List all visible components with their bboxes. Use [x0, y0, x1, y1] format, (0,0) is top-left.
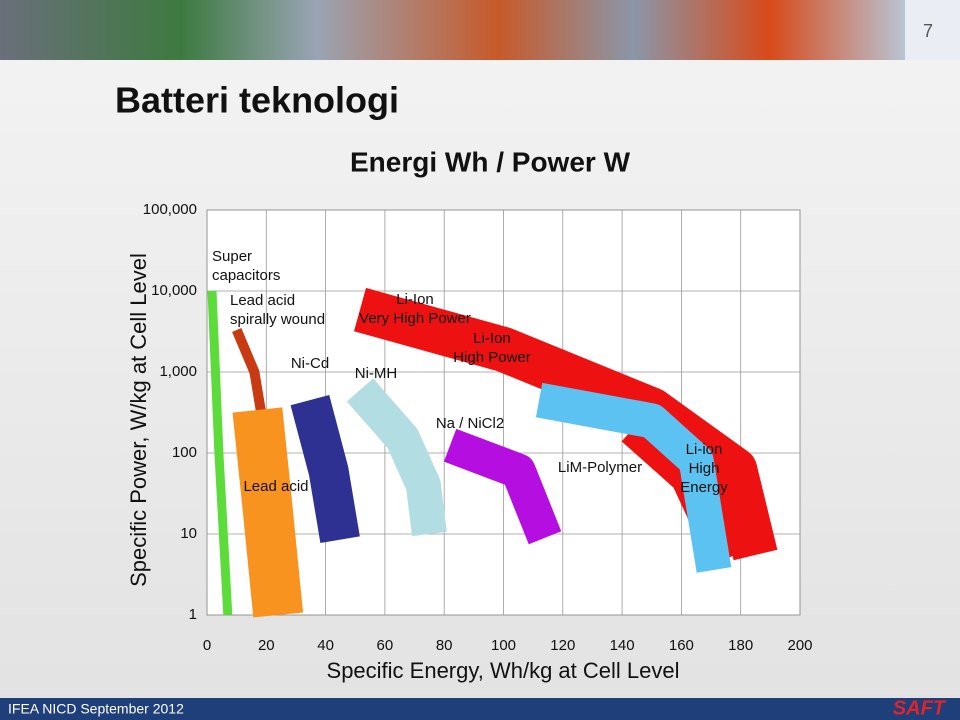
y-tick-label: 100,000	[143, 201, 197, 218]
x-tick-label: 100	[491, 637, 516, 654]
y-axis-label: Specific Power, W/kg at Cell Level	[126, 253, 151, 587]
region	[443, 428, 562, 545]
region-label: Lead acid	[230, 292, 295, 309]
region-label: spirally wound	[230, 311, 325, 328]
region-label: Li-Ion	[396, 291, 434, 308]
x-axis-label: Specific Energy, Wh/kg at Cell Level	[327, 658, 680, 683]
footer-bar	[0, 698, 960, 720]
region-label: High Power	[453, 349, 531, 366]
region	[232, 407, 304, 618]
region-label: Very High Power	[359, 310, 471, 327]
y-tick-label: 10	[180, 525, 197, 542]
header-image	[0, 0, 905, 60]
region-label: Ni-MH	[355, 365, 398, 382]
region-label: Super	[212, 248, 252, 265]
y-tick-label: 1,000	[159, 363, 197, 380]
region-label: High	[689, 460, 720, 477]
x-tick-label: 200	[787, 637, 812, 654]
region	[535, 382, 732, 573]
region	[346, 378, 447, 537]
page-number: 7	[923, 21, 933, 41]
footer-text: IFEA NICD September 2012	[8, 701, 184, 717]
region-label: Lead acid	[243, 478, 308, 495]
slide-title: Batteri teknologi	[115, 80, 399, 121]
x-tick-label: 140	[610, 637, 635, 654]
y-tick-label: 10,000	[151, 282, 197, 299]
region-label: Li-ion	[686, 441, 723, 458]
logo: SAFT	[893, 697, 947, 719]
x-tick-label: 160	[669, 637, 694, 654]
chart-title: Energi Wh / Power W	[350, 146, 631, 177]
x-tick-label: 80	[436, 637, 453, 654]
region-label: Li-Ion	[473, 330, 511, 347]
plot: 0 20 40 60 80 100 120 140 160 180 200 1 10 100 1,000 10…	[143, 201, 813, 654]
y-tick-label: 100	[172, 444, 197, 461]
x-tick-label: 120	[550, 637, 575, 654]
region-label: Ni-Cd	[291, 355, 329, 372]
region	[207, 290, 233, 616]
y-tick-label: 1	[189, 606, 197, 623]
region-label: capacitors	[212, 267, 280, 284]
region-label: LiM-Polymer	[558, 459, 642, 476]
x-tick-label: 40	[317, 637, 334, 654]
x-tick-label: 20	[258, 637, 275, 654]
x-tick-label: 60	[377, 637, 394, 654]
region-label: Energy	[680, 479, 728, 496]
page-number-box	[905, 0, 960, 60]
x-tick-label: 180	[728, 637, 753, 654]
region-label: Na / NiCl2	[436, 415, 504, 432]
region	[290, 394, 360, 544]
x-tick-label: 0	[203, 637, 211, 654]
